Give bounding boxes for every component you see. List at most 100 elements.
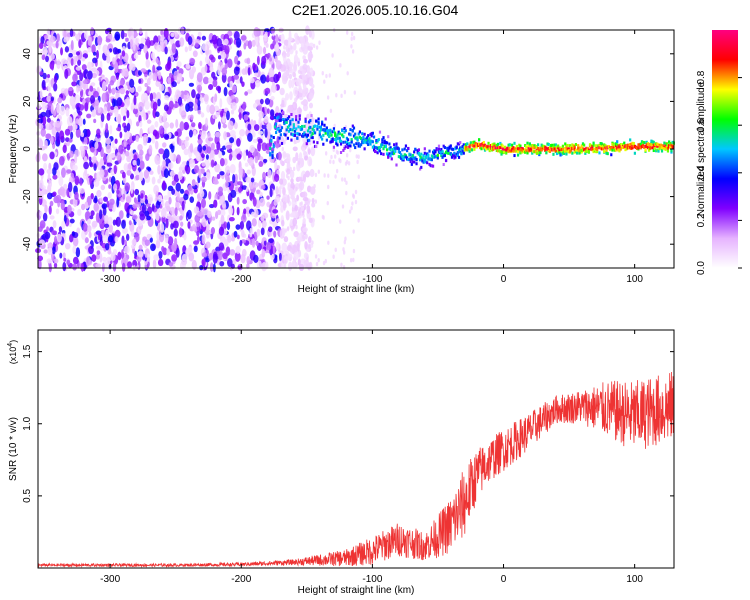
spectrogram-cell (325, 73, 328, 79)
spectrogram-cell (177, 170, 183, 181)
spectrogram-cell (137, 144, 143, 151)
spectrogram-cell (116, 189, 120, 195)
spectrogram-cell (209, 66, 214, 72)
spectrogram-cell (642, 143, 645, 147)
spectrogram-cell (154, 121, 159, 128)
spectrogram-cell (350, 31, 354, 37)
spectrogram-cell (210, 159, 215, 168)
spectrogram-cell (447, 151, 450, 155)
spectrogram-cell (251, 218, 257, 227)
spectrogram-cell (121, 249, 124, 260)
spectrogram-cell (289, 73, 293, 80)
spectrogram-cell (348, 141, 351, 145)
spectrogram-cell (391, 148, 395, 152)
spectrogram-cell (159, 125, 164, 135)
spectrogram-cell (60, 47, 63, 56)
spectrogram-cell (603, 143, 606, 147)
spectrogram-cell (297, 160, 301, 166)
spectrogram-cell (108, 224, 113, 233)
spectrogram-cell (312, 129, 315, 133)
spectrogram-cell (223, 86, 228, 97)
spectrogram-cell (183, 93, 187, 102)
spectrogram-cell (48, 179, 53, 189)
spectrogram-cell (269, 115, 275, 120)
spectrogram-cell (499, 141, 502, 145)
spectrogram-cell (645, 145, 648, 149)
spectrogram-cell (498, 149, 501, 153)
spectrogram-cell (39, 179, 44, 190)
spectrogram-cell (37, 118, 43, 123)
spectrogram-cell (137, 51, 142, 56)
spectrogram-cell (348, 143, 351, 147)
spectrogram-cell (96, 128, 101, 136)
spectrogram-cell (76, 227, 81, 235)
spectrogram-cell (231, 102, 237, 111)
spectrogram-cell (228, 206, 234, 216)
spectrogram-cell (208, 204, 215, 209)
spectrogram-cell (179, 121, 185, 131)
spectrogram-cell (183, 121, 190, 131)
spectrogram-cell (253, 124, 260, 132)
spectrogram-cell (216, 173, 221, 180)
spectrogram-cell (246, 220, 252, 231)
spectrogram-y-tick-label: 0 (22, 146, 33, 152)
spectrogram-cell (397, 150, 400, 154)
spectrogram-cell (533, 146, 536, 150)
spectrogram-cell (292, 146, 298, 152)
spectrogram-cell (184, 164, 188, 172)
spectrogram-cell (578, 151, 581, 155)
spectrogram-cell (169, 206, 176, 216)
spectrogram-cell (177, 191, 180, 202)
spectrogram-cell (334, 131, 337, 135)
spectrogram-cell (72, 164, 78, 171)
spectrogram-cell (365, 141, 369, 145)
spectrogram-cell (665, 142, 668, 146)
spectrogram-cell (619, 143, 622, 147)
spectrogram-cell (184, 46, 188, 53)
spectrogram-cell (639, 142, 642, 146)
spectrogram-cell (91, 44, 96, 54)
spectrogram-cell (333, 154, 337, 159)
spectrogram-cell (302, 227, 308, 233)
spectrogram-cell (375, 140, 378, 144)
spectrogram-cell (329, 128, 332, 132)
spectrogram-cell (627, 146, 631, 150)
spectrogram-cell (610, 153, 613, 157)
spectrogram-cell (519, 148, 522, 152)
spectrogram-cell (114, 111, 119, 118)
spectrogram-cell (562, 150, 566, 154)
spectrogram-cell (611, 148, 614, 152)
spectrogram-cell (274, 55, 278, 63)
spectrogram-cell (546, 147, 549, 151)
spectrogram-cell (326, 129, 330, 133)
spectrogram-cell (169, 151, 174, 162)
spectrogram-cell (193, 245, 198, 253)
spectrogram-cell (310, 30, 315, 40)
spectrogram-cell (468, 145, 471, 149)
spectrogram-cell (101, 92, 107, 103)
spectrogram-cell (330, 138, 333, 142)
spectrogram-cell (171, 242, 177, 252)
spectrogram-cell (208, 77, 214, 84)
spectrogram-cell (218, 150, 223, 159)
spectrogram-cell (302, 197, 309, 202)
spectrogram-cell (305, 134, 308, 138)
spectrogram-cell (659, 143, 662, 147)
spectrogram-cell (459, 146, 462, 150)
spectrogram-cell (224, 45, 230, 55)
spectrogram-cell (47, 173, 51, 181)
spectrogram-cell (307, 51, 313, 60)
spectrogram-cell (287, 39, 292, 49)
spectrogram-cell (466, 148, 469, 152)
spectrogram-cell (114, 31, 121, 41)
spectrogram-cell (592, 150, 595, 154)
colorbar-tick-label: 0.0 (696, 261, 707, 275)
spectrogram-cell (287, 124, 291, 128)
spectrogram-cell (162, 142, 167, 148)
spectrogram-cell (106, 162, 113, 167)
spectrogram-cell (156, 44, 162, 53)
spectrogram-cell (233, 121, 238, 130)
spectrogram-cell (489, 147, 493, 151)
spectrogram-cell (273, 125, 277, 129)
spectrogram-cell (551, 147, 554, 151)
